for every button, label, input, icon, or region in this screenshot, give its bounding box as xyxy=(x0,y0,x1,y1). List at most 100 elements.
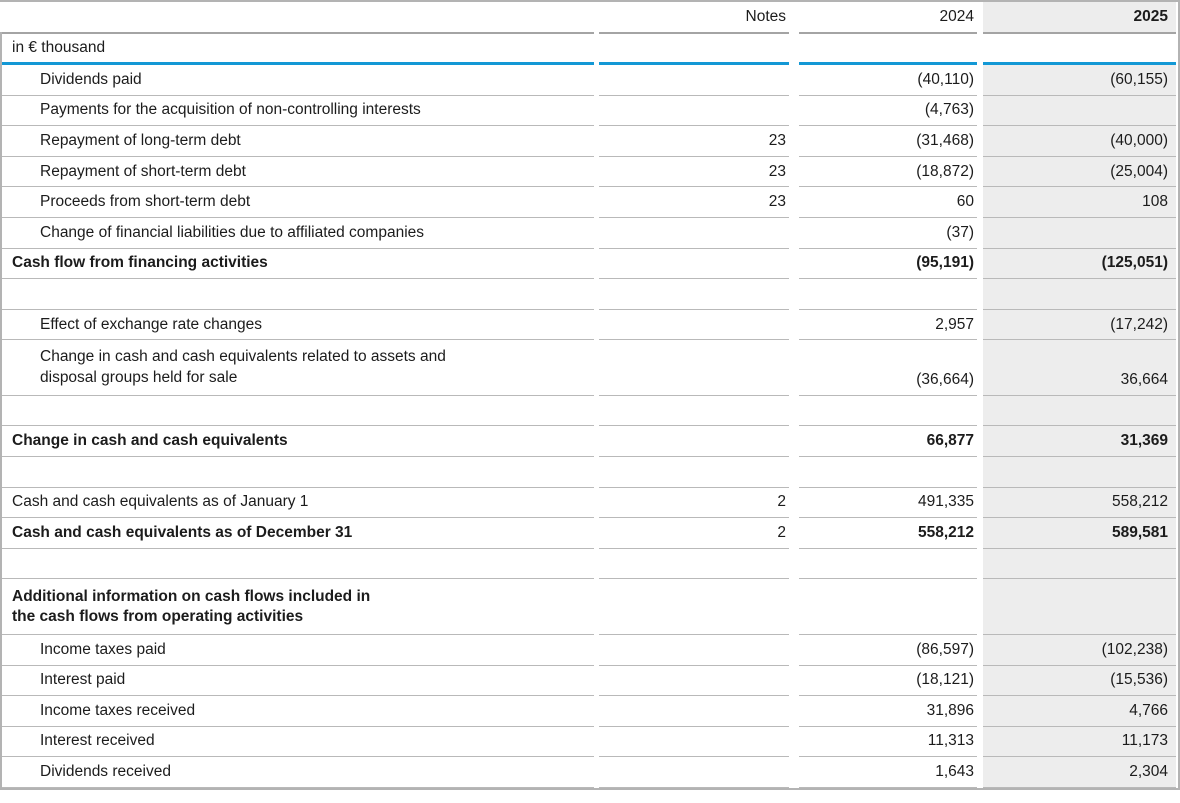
value-2025: 108 xyxy=(983,187,1176,218)
table-row: Income taxes paid (86,597) (102,238) xyxy=(2,634,1178,666)
value-2024: 1,643 xyxy=(799,757,977,788)
table-row: Cash and cash equivalents as of January … xyxy=(2,487,1178,519)
unit-label: in € thousand xyxy=(2,34,594,65)
value-2025: 589,581 xyxy=(983,518,1176,549)
value-2024 xyxy=(799,279,977,310)
spacer-row xyxy=(2,395,1178,427)
spacer-row xyxy=(2,279,1178,310)
value-2025 xyxy=(983,279,1176,310)
value-2025: (102,238) xyxy=(983,634,1176,666)
value-2024: 60 xyxy=(799,187,977,218)
notes-value xyxy=(599,340,789,396)
notes-value xyxy=(599,65,789,96)
row-label xyxy=(2,549,594,580)
notes-value xyxy=(599,666,789,697)
row-label: Income taxes received xyxy=(2,696,594,727)
table-row-total: Cash flow from financing activities (95,… xyxy=(2,248,1178,280)
unit-2025-cell xyxy=(983,34,1176,65)
row-label xyxy=(2,457,594,488)
row-label: Cash flow from financing activities xyxy=(2,249,594,280)
header-row: Notes 2024 2025 xyxy=(2,2,1178,34)
unit-notes-cell xyxy=(599,34,789,65)
notes-value: 23 xyxy=(599,126,789,157)
table-row: Proceeds from short-term debt 23 60 108 xyxy=(2,187,1178,218)
table-row: Dividends received 1,643 2,304 xyxy=(2,757,1178,788)
value-2024: (95,191) xyxy=(799,249,977,280)
value-2025 xyxy=(983,457,1176,488)
value-2025: (15,536) xyxy=(983,665,1176,697)
value-2024: (37) xyxy=(799,218,977,249)
value-2025: 11,173 xyxy=(983,726,1176,758)
table-row: Effect of exchange rate changes 2,957 (1… xyxy=(2,309,1178,341)
notes-value xyxy=(599,249,789,280)
value-2024: (4,763) xyxy=(799,96,977,127)
value-2025: (60,155) xyxy=(983,65,1176,96)
row-label: Cash and cash equivalents as of January … xyxy=(2,488,594,519)
table-left-border xyxy=(0,32,2,788)
unit-row: in € thousand xyxy=(2,34,1178,65)
row-label: Dividends paid xyxy=(2,65,594,96)
notes-value xyxy=(599,727,789,758)
column-header-notes: Notes xyxy=(599,2,789,34)
value-2025 xyxy=(983,217,1176,249)
notes-value xyxy=(599,426,789,458)
value-2024: 558,212 xyxy=(799,518,977,549)
notes-value: 2 xyxy=(599,518,789,549)
value-2025: (25,004) xyxy=(983,156,1176,188)
value-2025: (17,242) xyxy=(983,309,1176,341)
row-label: Proceeds from short-term debt xyxy=(2,187,594,218)
header-label-cell xyxy=(2,2,594,34)
value-2025: 36,664 xyxy=(983,340,1176,396)
table-row-total: Cash and cash equivalents as of December… xyxy=(2,518,1178,549)
value-2024: 31,896 xyxy=(799,696,977,727)
value-2024: (31,468) xyxy=(799,126,977,157)
notes-value xyxy=(599,279,789,310)
row-label: Effect of exchange rate changes xyxy=(2,310,594,341)
value-2025 xyxy=(983,395,1176,427)
value-2024: 2,957 xyxy=(799,310,977,341)
row-label xyxy=(2,396,594,427)
value-2024 xyxy=(799,549,977,580)
notes-value xyxy=(599,457,789,488)
row-label: Cash and cash equivalents as of December… xyxy=(2,518,594,549)
value-2024: (18,872) xyxy=(799,157,977,188)
table-row: Repayment of long-term debt 23 (31,468) … xyxy=(2,126,1178,157)
notes-value: 2 xyxy=(599,488,789,519)
table-row: Repayment of short-term debt 23 (18,872)… xyxy=(2,156,1178,188)
value-2025: 558,212 xyxy=(983,487,1176,519)
table-row: Income taxes received 31,896 4,766 xyxy=(2,696,1178,727)
table-row: Interest paid (18,121) (15,536) xyxy=(2,665,1178,697)
row-label: Interest received xyxy=(2,727,594,758)
notes-value xyxy=(599,96,789,127)
value-2025: 4,766 xyxy=(983,696,1176,727)
notes-value xyxy=(599,396,789,427)
row-label: Income taxes paid xyxy=(2,635,594,666)
notes-value xyxy=(599,696,789,727)
section-heading: Additional information on cash flows inc… xyxy=(2,579,594,635)
row-label: Repayment of short-term debt xyxy=(2,157,594,188)
row-label: Repayment of long-term debt xyxy=(2,126,594,157)
section-heading-row: Additional information on cash flows inc… xyxy=(2,579,1178,635)
notes-value xyxy=(599,549,789,580)
value-2025: (40,000) xyxy=(983,126,1176,157)
notes-value xyxy=(599,310,789,341)
row-label xyxy=(2,279,594,310)
row-label: Dividends received xyxy=(2,757,594,788)
row-label: Interest paid xyxy=(2,666,594,697)
table-row: Interest received 11,313 11,173 xyxy=(2,726,1178,758)
row-label: Change of financial liabilities due to a… xyxy=(2,218,594,249)
value-2024: 66,877 xyxy=(799,426,977,458)
row-label: Payments for the acquisition of non-cont… xyxy=(2,96,594,127)
table-row-total: Change in cash and cash equivalents 66,8… xyxy=(2,426,1178,458)
table-row: Change in cash and cash equivalents rela… xyxy=(2,340,1178,396)
spacer-row xyxy=(2,548,1178,580)
notes-value xyxy=(599,579,789,635)
notes-value xyxy=(599,218,789,249)
spacer-row xyxy=(2,457,1178,488)
value-2025 xyxy=(983,579,1176,635)
notes-value xyxy=(599,757,789,788)
notes-value xyxy=(599,635,789,666)
table-row: Dividends paid (40,110) (60,155) xyxy=(2,65,1178,96)
value-2025: 31,369 xyxy=(983,426,1176,458)
column-header-2024: 2024 xyxy=(799,2,977,34)
